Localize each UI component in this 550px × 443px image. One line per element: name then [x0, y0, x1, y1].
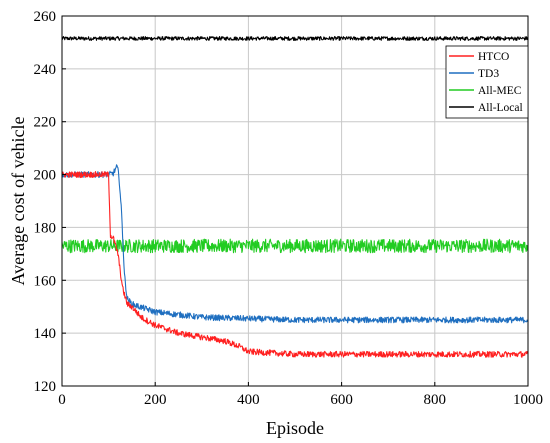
series-line-td3: [62, 164, 528, 324]
y-tick-label: 260: [34, 9, 57, 25]
y-tick-label: 140: [34, 326, 57, 342]
legend: HTCO TD3 All-MEC All-Local: [445, 45, 529, 119]
y-tick-label: 120: [34, 379, 57, 395]
series-line-all-mec: [62, 238, 528, 254]
series-line-htco: [62, 171, 528, 358]
legend-label: HTCO: [478, 51, 509, 63]
y-tick-label: 180: [34, 220, 57, 236]
x-tick-label: 0: [58, 392, 66, 408]
plot-frame: [61, 15, 529, 387]
x-tick-label: 400: [237, 392, 260, 408]
y-axis-label: Average cost of vehicle: [8, 116, 28, 285]
y-tick-label: 160: [34, 273, 57, 289]
y-tick-label: 240: [34, 62, 57, 78]
y-tick-label: 220: [34, 115, 57, 131]
axis-ticks: 0 200 400 600 800 1000 120 140 160 180 200 220 240 26…: [34, 9, 544, 408]
legend-label: TD3: [478, 68, 499, 80]
legend-box: [445, 45, 529, 119]
x-tick-label: 600: [330, 392, 353, 408]
x-tick-label: 200: [144, 392, 167, 408]
x-tick-label: 800: [424, 392, 447, 408]
x-axis-label: Episode: [266, 418, 324, 438]
legend-label: All-MEC: [478, 85, 522, 97]
legend-label: All-Local: [478, 102, 523, 114]
x-tick-label: 1000: [513, 392, 543, 408]
y-tick-label: 200: [34, 168, 57, 184]
series-lines: [62, 36, 528, 358]
series-line-all-local: [62, 36, 528, 41]
